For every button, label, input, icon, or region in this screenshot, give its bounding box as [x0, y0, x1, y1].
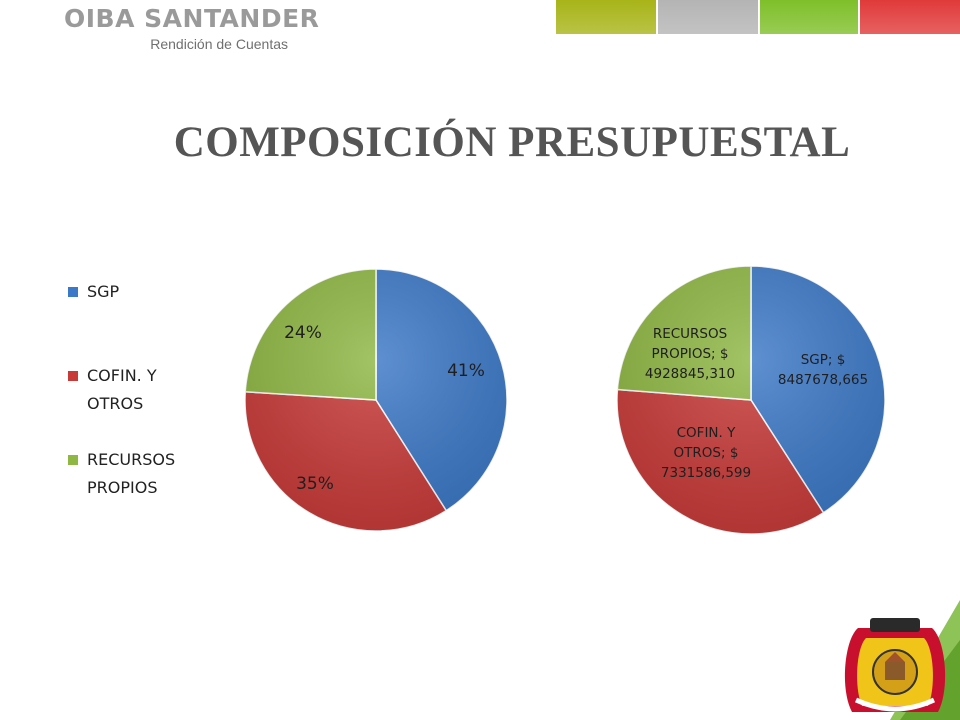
header-color-bar: [760, 0, 858, 34]
municipal-seal-icon: [844, 600, 960, 720]
pie-amounts-shading: [617, 266, 885, 534]
legend-label-sgp: SGP: [87, 282, 120, 301]
pie-amounts-data-label-1: COFIN. Y OTROS; $7331586,599: [661, 425, 751, 481]
pie-amounts-data-label-0: SGP; $8487678,665: [778, 352, 868, 388]
pie-chart-amounts: SGP; $8487678,665 COFIN. Y OTROS; $7331586…: [616, 265, 886, 535]
header-color-bar: [860, 0, 960, 34]
legend-label-cofin: COFIN. Y OTROS: [87, 366, 157, 413]
brand-title: OIBA SANTANDER: [64, 4, 320, 33]
header-color-bar: [556, 0, 656, 34]
legend-label-recursos: RECURSOS PROPIOS: [87, 450, 176, 497]
pie-percent-shading: [245, 269, 507, 531]
legend-swatch-recursos: [68, 455, 78, 465]
header-color-bar: [658, 0, 758, 34]
pie-amounts-data-label-2: RECURSOS PROPIOS; $4928845,310: [645, 326, 735, 382]
slide-title: COMPOSICIÓN PRESUPUESTAL: [173, 119, 851, 166]
legend-swatch-sgp: [68, 287, 78, 297]
pie-percent-data-label-2: 24%: [284, 323, 322, 343]
brand-subtitle: Rendición de Cuentas: [150, 36, 288, 52]
pie-chart-percent: 41% 35% 24%: [244, 268, 508, 532]
brand: OIBA SANTANDER: [64, 2, 319, 36]
legend-swatch-cofin: [68, 371, 78, 381]
pie-percent-data-label-1: 35%: [296, 474, 334, 494]
pie-percent-data-label-0: 41%: [447, 361, 485, 381]
